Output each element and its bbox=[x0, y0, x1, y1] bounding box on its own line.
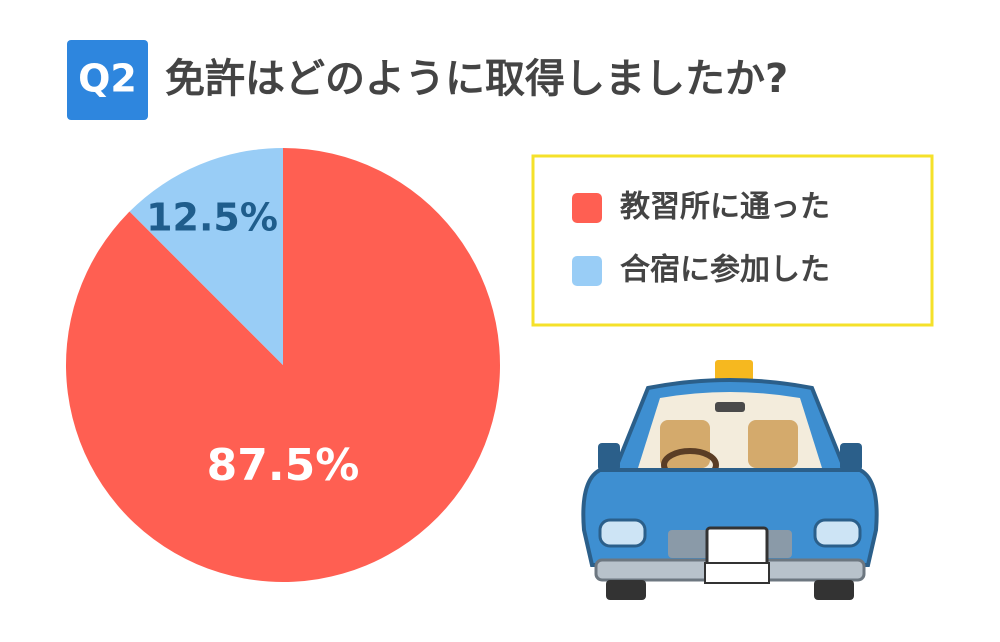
legend-label: 教習所に通った bbox=[620, 190, 830, 225]
badge-box bbox=[67, 40, 148, 120]
legend-swatch bbox=[572, 193, 602, 223]
slice-label: 87.5% bbox=[207, 440, 360, 491]
pie-slice bbox=[129, 148, 283, 365]
car-illustration bbox=[581, 360, 879, 600]
legend-label: 合宿に参加した bbox=[620, 253, 830, 288]
legend-swatch bbox=[572, 256, 602, 286]
badge: Q2 bbox=[78, 57, 137, 101]
chart-title: 免許はどのように取得しましたか? bbox=[165, 56, 788, 102]
slice-label: 12.5% bbox=[146, 196, 278, 240]
legend-box bbox=[531, 154, 934, 327]
